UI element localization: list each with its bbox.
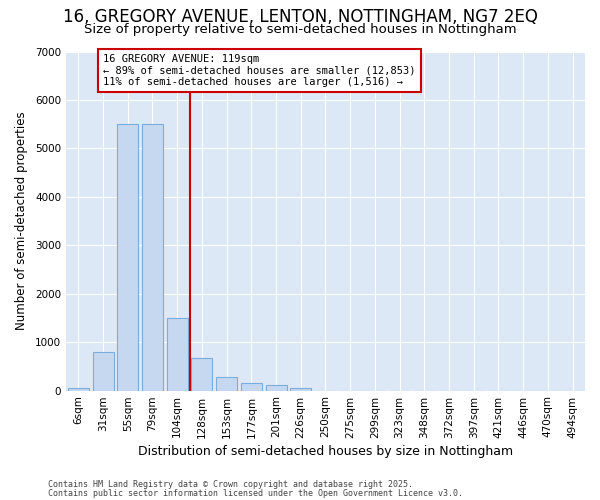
Bar <box>117 124 138 390</box>
Bar <box>92 352 113 391</box>
Text: Contains public sector information licensed under the Open Government Licence v3: Contains public sector information licen… <box>48 488 463 498</box>
Bar <box>241 384 262 390</box>
X-axis label: Distribution of semi-detached houses by size in Nottingham: Distribution of semi-detached houses by … <box>138 444 513 458</box>
Bar <box>167 318 188 390</box>
Text: 16 GREGORY AVENUE: 119sqm
← 89% of semi-detached houses are smaller (12,853)
11%: 16 GREGORY AVENUE: 119sqm ← 89% of semi-… <box>103 54 416 87</box>
Bar <box>68 388 89 390</box>
Bar <box>191 358 212 390</box>
Bar <box>266 385 287 390</box>
Bar <box>290 388 311 390</box>
Bar <box>216 377 237 390</box>
Text: Contains HM Land Registry data © Crown copyright and database right 2025.: Contains HM Land Registry data © Crown c… <box>48 480 413 489</box>
Text: Size of property relative to semi-detached houses in Nottingham: Size of property relative to semi-detach… <box>83 22 517 36</box>
Y-axis label: Number of semi-detached properties: Number of semi-detached properties <box>15 112 28 330</box>
Bar <box>142 124 163 390</box>
Text: 16, GREGORY AVENUE, LENTON, NOTTINGHAM, NG7 2EQ: 16, GREGORY AVENUE, LENTON, NOTTINGHAM, … <box>62 8 538 26</box>
